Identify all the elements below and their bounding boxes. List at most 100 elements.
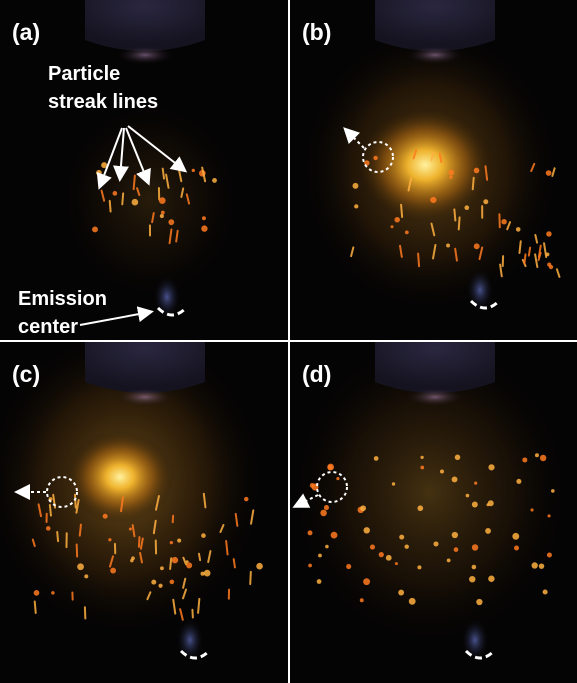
- spark-streak: [80, 525, 81, 536]
- spark: [103, 514, 108, 519]
- spark: [320, 510, 327, 517]
- plume-glow: [65, 430, 175, 524]
- spark: [391, 225, 394, 228]
- spark: [204, 570, 211, 577]
- spark: [325, 545, 329, 549]
- spark: [539, 563, 544, 568]
- electrode: [375, 337, 495, 393]
- spark-streak: [226, 541, 227, 554]
- spark-streak: [50, 505, 51, 516]
- spark: [151, 580, 156, 585]
- spark: [474, 482, 477, 485]
- electrode-tip-glow: [115, 387, 175, 407]
- spark: [256, 563, 263, 570]
- spark-streak: [122, 193, 123, 204]
- spark: [360, 598, 364, 602]
- spark: [469, 576, 475, 582]
- spark: [395, 562, 398, 565]
- spark: [130, 559, 133, 562]
- spark: [92, 226, 98, 232]
- spark: [308, 564, 312, 568]
- panel-label: (d): [302, 361, 331, 387]
- spark: [363, 578, 370, 585]
- spark: [447, 559, 451, 563]
- spark: [84, 574, 88, 578]
- spark: [373, 156, 377, 160]
- spark: [472, 544, 478, 550]
- electrode: [85, 0, 205, 51]
- spark: [168, 219, 174, 225]
- spark: [186, 562, 192, 568]
- spark-streak: [234, 559, 235, 567]
- spark: [34, 590, 40, 596]
- electrode-tip-glow: [405, 387, 465, 407]
- spark-streak: [459, 217, 460, 229]
- spark-streak: [134, 176, 135, 189]
- spark-streak: [170, 558, 171, 569]
- spark-streak: [35, 602, 36, 613]
- panel-content: [290, 337, 577, 683]
- panel-label: (c): [12, 361, 40, 387]
- spark: [540, 455, 546, 461]
- spark-streak: [163, 169, 164, 179]
- spark: [448, 170, 454, 176]
- spark: [430, 197, 436, 203]
- spark: [308, 530, 313, 535]
- spark: [108, 538, 111, 541]
- spark: [212, 178, 217, 183]
- spark: [532, 562, 538, 568]
- plume-glow: [355, 106, 495, 225]
- spark: [516, 227, 521, 232]
- spark-streak: [199, 554, 200, 560]
- spark: [379, 552, 384, 557]
- electrode-tip-glow: [405, 45, 465, 65]
- spark: [474, 243, 480, 249]
- figure: (a) (b) (c) (d) Particle streak lines Em…: [0, 0, 577, 683]
- spark: [547, 552, 552, 557]
- spark: [464, 205, 469, 210]
- panel-label: (b): [302, 19, 331, 45]
- spark: [327, 464, 334, 471]
- spark: [201, 225, 207, 231]
- spark: [160, 214, 164, 218]
- spark: [531, 508, 534, 511]
- spark-streak: [110, 201, 111, 212]
- spark: [331, 532, 338, 539]
- spark: [418, 505, 424, 511]
- panel-label: (a): [12, 19, 40, 45]
- electrode: [375, 0, 495, 51]
- spark: [417, 565, 421, 569]
- spark: [409, 598, 416, 605]
- electrode: [85, 337, 205, 393]
- spark: [324, 505, 329, 510]
- emission-glow: [461, 618, 489, 662]
- spark: [96, 170, 102, 176]
- panel-content: [290, 0, 577, 340]
- panel-content: [0, 328, 288, 683]
- spark: [522, 457, 527, 462]
- spark: [420, 456, 423, 459]
- spark: [159, 197, 166, 204]
- spark: [160, 566, 164, 570]
- spark: [546, 170, 552, 176]
- spark: [501, 219, 506, 224]
- emission-glow: [176, 618, 204, 662]
- spark-streak: [418, 254, 419, 267]
- spark: [77, 563, 84, 570]
- spark: [405, 545, 409, 549]
- spark-streak: [57, 532, 58, 541]
- spark: [543, 589, 548, 594]
- spark: [483, 199, 488, 204]
- spark: [386, 555, 392, 561]
- spark: [346, 564, 351, 569]
- annotation: streak lines: [48, 91, 158, 113]
- spark-streak: [454, 209, 455, 220]
- spark: [399, 535, 404, 540]
- spark: [336, 477, 339, 480]
- spark: [170, 541, 173, 544]
- annotation: Emission: [18, 288, 107, 310]
- spark: [394, 217, 399, 222]
- spark: [192, 169, 195, 172]
- spark: [449, 176, 452, 179]
- spark: [452, 532, 458, 538]
